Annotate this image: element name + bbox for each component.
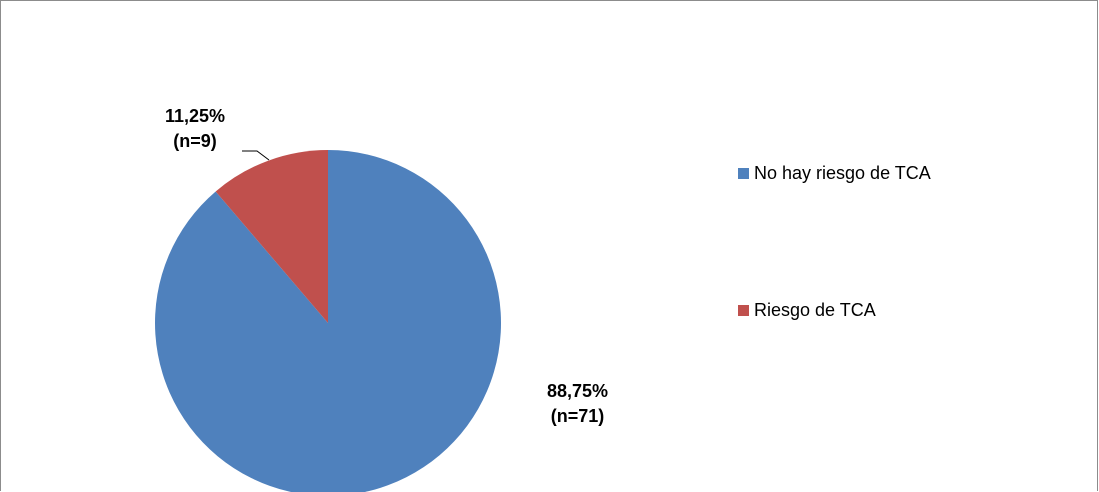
- data-label-riesgo-percent: 11,25%: [165, 106, 226, 126]
- data-label-riesgo-count: (n=9): [173, 131, 217, 151]
- data-label-no-riesgo-percent: 88,75%: [547, 381, 609, 401]
- pie-slice-riesgo: [215, 150, 328, 323]
- leader-line-riesgo: [242, 150, 270, 161]
- data-label-no-riesgo: 88,75% (n=71): [547, 379, 608, 429]
- legend-label-no-riesgo: No hay riesgo de TCA: [754, 163, 931, 183]
- legend-label-riesgo: Riesgo de TCA: [754, 300, 876, 320]
- data-label-riesgo: 11,25% (n=9): [165, 104, 225, 154]
- pie-slice-no-riesgo: [155, 150, 502, 492]
- legend-item-riesgo: Riesgo de TCA: [738, 300, 876, 321]
- legend-swatch-no-riesgo: [738, 168, 749, 179]
- legend-swatch-riesgo: [738, 305, 749, 316]
- legend-item-no-riesgo: No hay riesgo de TCA: [738, 163, 931, 184]
- data-label-no-riesgo-count: (n=71): [550, 406, 605, 426]
